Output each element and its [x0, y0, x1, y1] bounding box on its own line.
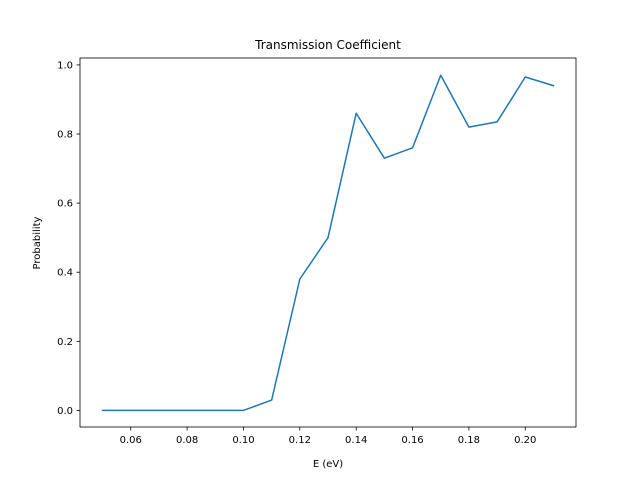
- x-tick-label-0: 0.06: [120, 435, 142, 446]
- x-tick-label-4: 0.14: [345, 435, 367, 446]
- y-tick-label-0: 0.0: [57, 406, 73, 417]
- y-axis-label: Probability: [32, 216, 43, 269]
- x-tick-label-6: 0.18: [458, 435, 480, 446]
- x-tick-label-5: 0.16: [401, 435, 423, 446]
- y-tick-label-1: 0.2: [57, 337, 73, 348]
- x-tick-label-7: 0.20: [514, 435, 536, 446]
- x-axis-label: E (eV): [313, 459, 343, 470]
- y-tick-label-2: 0.4: [57, 268, 73, 279]
- x-tick-label-2: 0.10: [232, 435, 254, 446]
- series-line: [101, 74, 555, 412]
- axes-frame: [79, 57, 577, 428]
- x-tick-label-3: 0.12: [289, 435, 311, 446]
- x-tick-label-1: 0.08: [176, 435, 198, 446]
- chart-title: Transmission Coefficient: [254, 38, 401, 52]
- y-tick-label-5: 1.0: [57, 60, 73, 71]
- plot-area: 0.06 0.08 0.10 0.12 0.14 0.16 0.18 0.20 0.0 0.2 0.…: [57, 57, 577, 446]
- y-tick-label-4: 0.8: [57, 130, 73, 141]
- y-tick-label-3: 0.6: [57, 199, 73, 210]
